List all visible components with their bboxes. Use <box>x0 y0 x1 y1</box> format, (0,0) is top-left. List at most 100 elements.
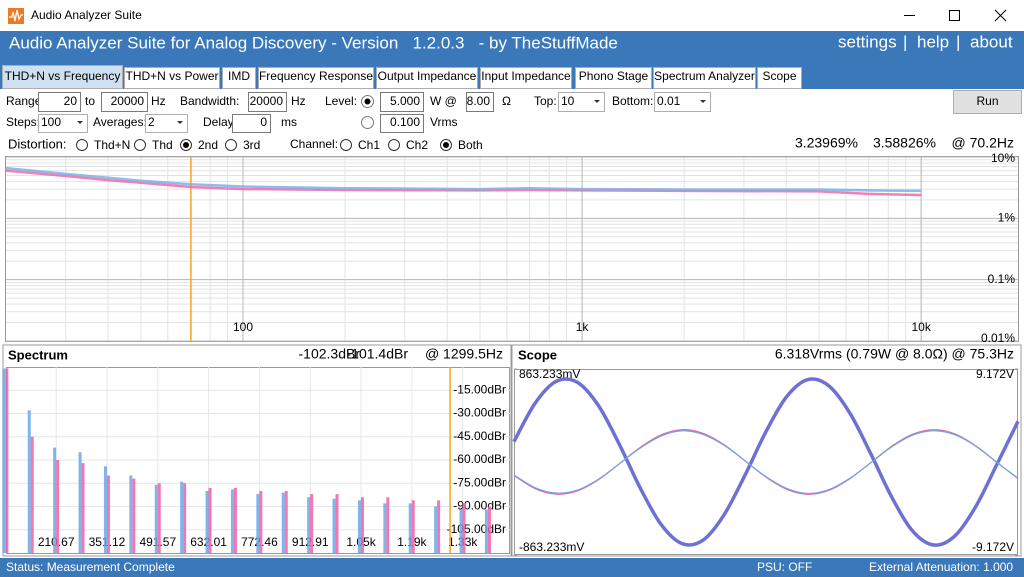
tab[interactable] <box>653 67 756 89</box>
tab[interactable] <box>575 67 652 89</box>
y-tick-label: -45.00dBr <box>453 429 506 443</box>
link-separator: | <box>956 32 960 51</box>
tab[interactable] <box>222 67 256 89</box>
y-tick-label: -75.00dBr <box>453 475 506 489</box>
label: Bandwidth: <box>180 94 239 108</box>
tab[interactable] <box>376 67 478 89</box>
radio[interactable] <box>388 139 400 151</box>
panel-title: Scope <box>518 347 557 362</box>
link-separator: | <box>903 32 907 51</box>
attenuation-status: External Attenuation: 1.000 <box>869 560 1013 574</box>
tab[interactable] <box>124 67 220 89</box>
radio-label: Both <box>458 138 483 152</box>
tab[interactable] <box>258 67 374 89</box>
radio-label: Ch2 <box>406 138 428 152</box>
dropdown[interactable] <box>558 92 605 112</box>
tab-label: Scope <box>762 69 796 83</box>
thd-line <box>5 169 922 197</box>
tab[interactable] <box>2 65 123 89</box>
input-value: 20000 <box>111 94 145 108</box>
label: Hz <box>151 94 166 108</box>
radio[interactable] <box>225 139 237 151</box>
dropdown-value: 100 <box>41 115 61 129</box>
x-tick-label: 100 <box>233 320 253 334</box>
input-value: 0 <box>260 115 267 129</box>
label: Ω <box>502 94 511 108</box>
input[interactable] <box>101 92 148 112</box>
thd-readout: 3.58826% <box>873 135 936 151</box>
input[interactable] <box>38 92 81 112</box>
input[interactable] <box>466 92 494 112</box>
tab-strip: THD+N vs Frequency THD+N vs Power IMD Frequ… <box>2 65 802 89</box>
input-value: 20 <box>64 94 78 108</box>
radio-label: Thd <box>152 138 173 152</box>
thd-readout: 3.23969% <box>795 135 858 151</box>
status-message: Status: Measurement Complete <box>6 560 175 574</box>
label: ms <box>281 115 297 129</box>
window-title: Audio Analyzer Suite <box>31 8 142 22</box>
label: Channel: <box>290 137 338 151</box>
thd-readout: @ 70.2Hz <box>952 135 1014 151</box>
about-link[interactable]: about <box>970 32 1013 51</box>
input[interactable] <box>380 92 424 112</box>
input[interactable] <box>232 114 271 133</box>
scope-plot-area <box>514 369 1018 555</box>
label: Averages: <box>93 115 147 129</box>
label: Vrms <box>430 115 458 129</box>
dropdown[interactable] <box>38 114 88 133</box>
tab-label: IMD <box>228 69 250 83</box>
y-tick-label: -863.233mV <box>519 540 584 554</box>
y-tick-label: -30.00dBr <box>453 406 506 420</box>
radio-label: 2nd <box>198 138 218 152</box>
dropdown[interactable] <box>145 114 188 133</box>
radio[interactable] <box>76 139 88 151</box>
tab-label: Input Impedance <box>481 69 571 83</box>
scope-readout: 6.318Vrms (0.79W @ 8.0Ω) @ 75.3Hz <box>775 346 1014 362</box>
help-link[interactable]: help <box>917 32 949 51</box>
maximize-button[interactable] <box>949 10 960 21</box>
tab-label: Phono Stage <box>579 69 649 83</box>
radio[interactable] <box>340 139 352 151</box>
y-tick-label: 0.01% <box>981 331 1015 345</box>
settings-link[interactable]: settings <box>838 32 897 51</box>
panel-title: Spectrum <box>8 347 68 362</box>
run-button[interactable] <box>953 90 1022 114</box>
psu-status: PSU: OFF <box>757 560 812 574</box>
radio-label: 3rd <box>243 138 260 152</box>
tab[interactable] <box>480 67 572 89</box>
tab-label: Spectrum Analyzer <box>654 69 755 83</box>
spectrum-readout: @ 1299.5Hz <box>425 346 503 362</box>
dropdown-arrow <box>177 121 183 124</box>
y-tick-label: -60.00dBr <box>453 452 506 466</box>
scope-trace <box>513 430 1019 495</box>
y2-tick-label: 9.172V <box>976 367 1014 381</box>
radio[interactable] <box>361 116 374 129</box>
radio[interactable] <box>134 139 146 151</box>
input-value: 8.00 <box>467 94 491 108</box>
dropdown-value: 10 <box>561 94 575 108</box>
y-tick-label: 1% <box>998 211 1016 225</box>
input-value: 0.100 <box>390 115 420 129</box>
y-tick-label: 0.1% <box>988 272 1016 286</box>
label: Hz <box>291 94 306 108</box>
run-button-label: Run <box>976 94 998 108</box>
tab-label: Output Impedance <box>378 69 477 83</box>
input[interactable] <box>248 92 287 112</box>
dropdown-arrow <box>594 100 600 103</box>
y-tick-label: -105.00dBr <box>447 522 506 536</box>
input[interactable] <box>380 114 424 133</box>
scope-trace <box>512 377 1020 547</box>
close-button[interactable] <box>994 9 1007 22</box>
label: W @ <box>430 94 457 108</box>
label: Distortion: <box>8 136 67 151</box>
label: Range: <box>6 94 45 108</box>
x-tick-label: 1k <box>576 320 590 334</box>
dropdown[interactable] <box>654 92 711 112</box>
dropdown-arrow <box>700 100 706 103</box>
tab[interactable] <box>757 67 802 89</box>
spectrum-readout: -101.4dBr <box>347 346 409 362</box>
label: Bottom: <box>612 94 653 108</box>
y-tick-label: -15.00dBr <box>453 382 506 396</box>
